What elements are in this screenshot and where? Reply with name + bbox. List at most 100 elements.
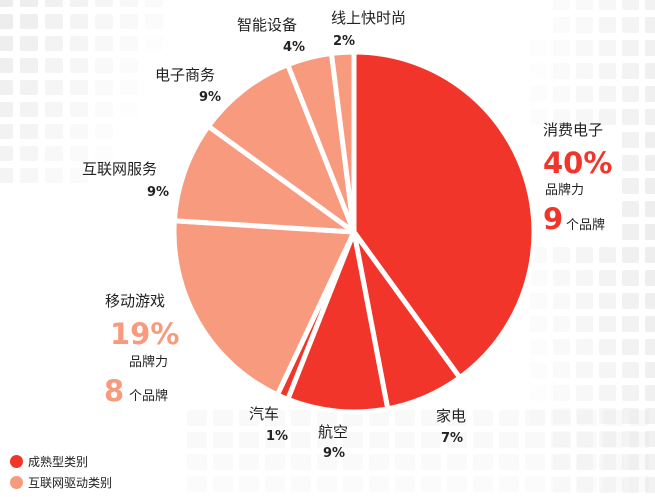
power-label-mobile-games: 品牌力 [129, 355, 169, 370]
background-tile [291, 476, 311, 492]
background-tile [576, 86, 593, 102]
background-tile [45, 168, 63, 183]
background-tile [576, 477, 593, 493]
background-tile [576, 293, 593, 309]
background-tile [343, 454, 363, 470]
background-tile [213, 476, 233, 492]
background-tile [0, 102, 13, 117]
background-tile [317, 476, 337, 492]
background-tile [622, 431, 639, 447]
background-tile [576, 408, 593, 424]
background-tile [577, 454, 597, 470]
count-label-consumer-electronics: 个品牌 [566, 218, 606, 233]
background-tile [447, 454, 467, 470]
background-tile [95, 0, 113, 7]
background-tile [599, 339, 616, 355]
background-tile [645, 454, 655, 470]
background-tile [343, 476, 363, 492]
background-tile [45, 58, 63, 73]
pct-consumer-electronics: 40% [543, 146, 613, 180]
background-tile [45, 124, 63, 139]
background-tile [599, 0, 616, 10]
background-tile [0, 168, 13, 183]
background-tile [291, 454, 311, 470]
background-tile [20, 168, 38, 183]
background-tile [20, 36, 38, 51]
background-tile [70, 14, 88, 29]
background-tile [576, 431, 593, 447]
background-tile [629, 476, 649, 492]
background-tile [622, 63, 639, 79]
background-tile [447, 432, 467, 448]
background-tile [645, 40, 655, 56]
background-tile [645, 247, 655, 263]
background-tile [499, 476, 519, 492]
background-tile [551, 454, 571, 470]
background-tile [0, 80, 13, 95]
background-tile [213, 432, 233, 448]
background-tile [576, 40, 593, 56]
background-tile [551, 432, 571, 448]
background-tile [603, 432, 623, 448]
pct-auto: 1% [266, 429, 289, 444]
background-tile [576, 454, 593, 470]
background-tile [95, 146, 113, 161]
background-tile [553, 86, 570, 102]
background-tile [622, 178, 639, 194]
background-tile [645, 270, 655, 286]
background-tile [369, 432, 389, 448]
background-tile [525, 476, 545, 492]
background-tile [577, 432, 597, 448]
background-tile [553, 40, 570, 56]
background-tile [70, 80, 88, 95]
background-tile [599, 431, 616, 447]
background-tile [576, 247, 593, 263]
background-tile [0, 14, 13, 29]
background-tile [622, 201, 639, 217]
background-tile [265, 476, 285, 492]
background-tile [645, 362, 655, 378]
background-tile [622, 316, 639, 332]
background-tile [20, 14, 38, 29]
background-tile [599, 293, 616, 309]
background-tile [239, 454, 259, 470]
background-tile [599, 385, 616, 401]
label-appliances: 家电 [436, 407, 467, 425]
background-tile [45, 146, 63, 161]
background-tile [553, 385, 570, 401]
background-tile [70, 36, 88, 51]
background-tile [622, 17, 639, 33]
background-tile [576, 362, 593, 378]
legend-swatch-internet [10, 476, 23, 489]
background-tile [576, 385, 593, 401]
background-tile [599, 247, 616, 263]
background-tile [622, 362, 639, 378]
background-tile [645, 132, 655, 148]
background-tile [553, 316, 570, 332]
background-tile [0, 124, 13, 139]
label-aviation: 航空 [318, 423, 349, 441]
background-tile [120, 36, 138, 51]
background-tile [395, 476, 415, 492]
background-tile [553, 454, 570, 470]
background-tile [187, 476, 207, 492]
background-tile [20, 124, 38, 139]
background-tile [0, 146, 13, 161]
background-tile [599, 109, 616, 125]
background-tile [395, 432, 415, 448]
background-tile [530, 293, 547, 309]
background-tile [629, 432, 649, 448]
background-tile [265, 432, 285, 448]
background-tile [120, 58, 138, 73]
background-tile [0, 36, 13, 51]
background-tile [645, 17, 655, 33]
pct-aviation: 9% [323, 446, 346, 461]
background-tile [95, 14, 113, 29]
legend-swatch-mature [10, 455, 23, 468]
legend-item-internet: 互联网驱动类别 [10, 474, 112, 491]
background-tile [369, 454, 389, 470]
background-tile [645, 293, 655, 309]
background-tile [499, 454, 519, 470]
